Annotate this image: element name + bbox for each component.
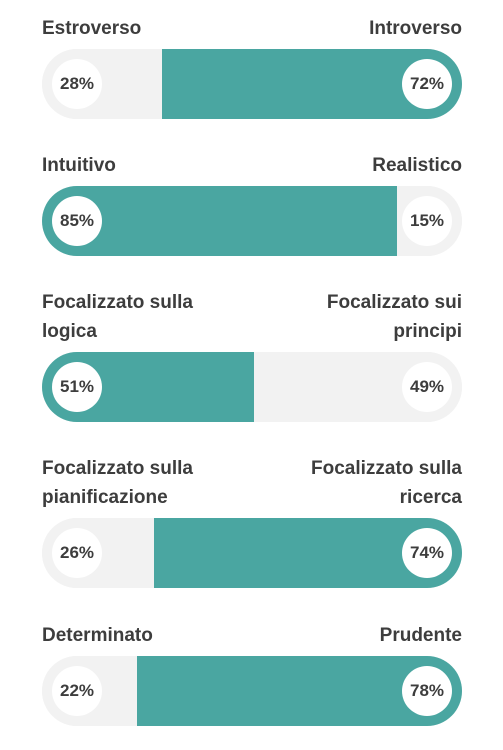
trait-bar: 22% 78% [42,656,462,726]
trait-right-label: Focalizzato sui principi [326,292,462,342]
trait-left-label: Intuitivo [42,155,116,176]
trait-left-percent: 51% [52,362,102,412]
trait-right-percent: 74% [402,528,452,578]
trait-left-label: Determinato [42,625,153,646]
trait-left-label: Focalizzato sulla logica [42,292,193,342]
trait-bar: 26% 74% [42,518,462,588]
trait-left-percent: 22% [52,666,102,716]
trait-right-percent: 72% [402,59,452,109]
trait-right-label: Introverso [369,18,462,39]
trait-right-label: Prudente [379,625,462,646]
trait-left-label: Focalizzato sulla pianificazione [42,458,193,508]
trait-left-percent: 28% [52,59,102,109]
trait-left-percent: 85% [52,196,102,246]
trait-right-percent: 78% [402,666,452,716]
trait-right-label: Realistico [372,155,462,176]
trait-bar: 51% 49% [42,352,462,422]
trait-left-label: Estroverso [42,18,142,39]
trait-right-percent: 15% [402,196,452,246]
trait-right-percent: 49% [402,362,452,412]
trait-right-label: Focalizzato sulla ricerca [311,458,462,508]
trait-bar: 85% 15% [42,186,462,256]
trait-bar: 28% 72% [42,49,462,119]
trait-left-percent: 26% [52,528,102,578]
